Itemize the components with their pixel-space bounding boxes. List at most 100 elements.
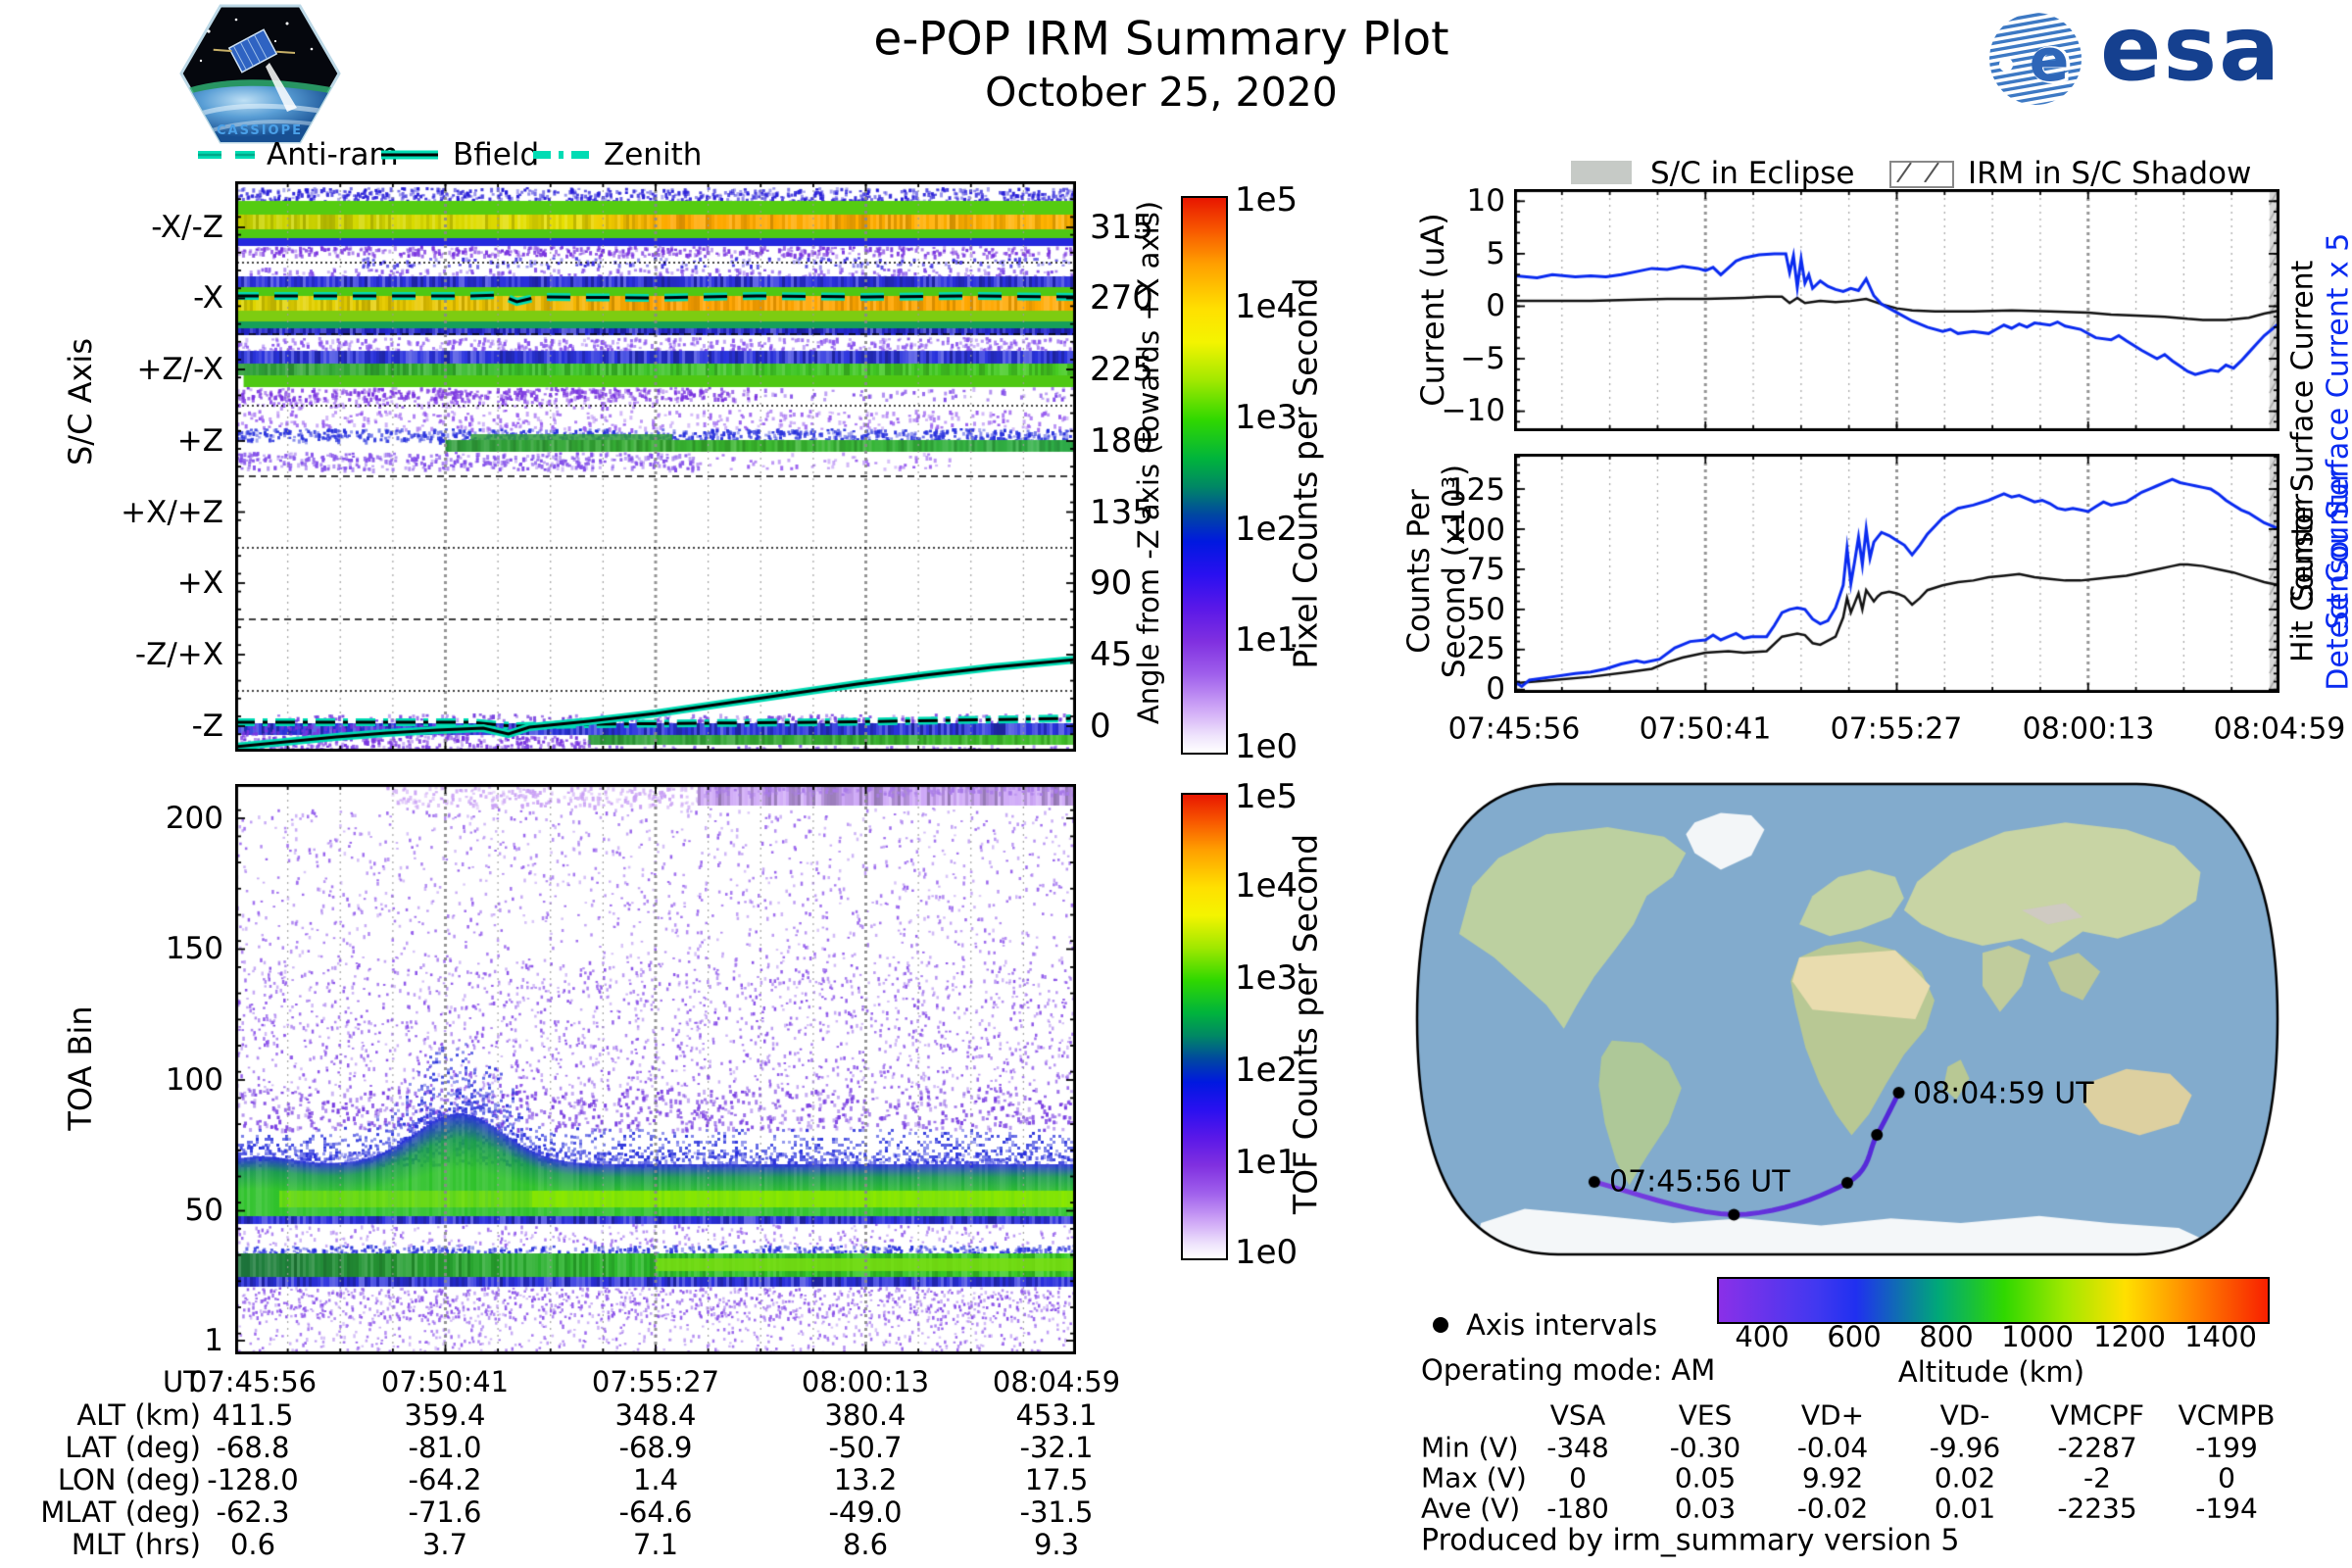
page-date: October 25, 2020 [985, 69, 1338, 116]
spectro2-ytick: 1 [204, 1323, 223, 1358]
shadow-legend-label: IRM in S/C Shadow [1968, 156, 2252, 191]
spectro1-ylabel: S/C Axis [62, 338, 99, 466]
voltage-value: 0.01 [1934, 1492, 1996, 1525]
track-end-label: 08:04:59 UT [1913, 1076, 2094, 1111]
plot2-xtick: 08:04:59 [2213, 711, 2346, 747]
voltage-row-label: Ave (V) [1421, 1492, 1521, 1525]
ephemeris-value: 07:55:27 [591, 1365, 720, 1398]
colorbar2-tick: 1e2 [1235, 1051, 1298, 1090]
voltage-value: -180 [1546, 1492, 1609, 1525]
ephemeris-row-label: LON (deg) [57, 1463, 201, 1496]
ephemeris-value: -68.9 [618, 1431, 693, 1464]
ephemeris-row-label: ALT (km) [76, 1398, 201, 1432]
spectro2-ytick: 50 [184, 1193, 223, 1228]
spectro2-ylabel: TOA Bin [62, 1005, 99, 1131]
voltage-value: -0.30 [1669, 1431, 1741, 1464]
legend-anti-ram-label: Anti-ram [267, 137, 399, 172]
voltage-value: -9.96 [1929, 1431, 2001, 1464]
voltage-value: 0.03 [1674, 1492, 1737, 1525]
eclipse-legend-swatch [1571, 161, 1632, 184]
operating-mode-label: Operating mode: AM [1421, 1353, 1716, 1387]
spectro1-ytick: +Z/-X [136, 352, 223, 387]
legend-zenith-label: Zenith [604, 137, 703, 172]
plot2-xtick: 07:55:27 [1830, 711, 1963, 747]
ephemeris-value: -128.0 [207, 1463, 299, 1496]
altitude-tick: 800 [1919, 1320, 1974, 1353]
pointing-legend-lines [198, 151, 255, 159]
altitude-tick: 1400 [2184, 1320, 2257, 1353]
spectro1-right-tick: 180 [1090, 421, 1153, 461]
ephemeris-value: 3.7 [421, 1528, 468, 1561]
ephemeris-value: -64.6 [618, 1495, 693, 1529]
altitude-tick: 600 [1827, 1320, 1882, 1353]
spectro2-ytick: 200 [165, 801, 223, 836]
eclipse-legend-label: S/C in Eclipse [1650, 156, 1855, 191]
plot2-xtick: 08:00:13 [2022, 711, 2155, 747]
spectro1-right-tick: 315 [1090, 208, 1153, 247]
cassiope-mission-patch: CASSIOPE [179, 2, 341, 150]
colorbar1-tick: 1e2 [1235, 510, 1298, 549]
plot2-ytick: 25 [1466, 631, 1505, 667]
ephemeris-value: 8.6 [842, 1528, 889, 1561]
voltage-col-header: VMCPF [2050, 1398, 2144, 1432]
voltage-value: -2 [2083, 1461, 2111, 1494]
ephemeris-value: -62.3 [216, 1495, 290, 1529]
voltage-value: -0.04 [1796, 1431, 1869, 1464]
spectro1-right-tick: 45 [1090, 635, 1133, 674]
plot1-ytick: −5 [1460, 340, 1505, 376]
ephemeris-value: -50.7 [828, 1431, 903, 1464]
voltage-value: -2287 [2057, 1431, 2137, 1464]
ephemeris-row-label: MLT (hrs) [71, 1528, 201, 1561]
voltage-value: -348 [1546, 1431, 1609, 1464]
legend-zenith-line [533, 151, 590, 159]
ephemeris-value: -68.8 [216, 1431, 290, 1464]
plot2-ylabel-line1: Counts Per [1401, 489, 1437, 654]
voltage-row-label: Max (V) [1421, 1461, 1527, 1494]
spectro1-right-tick: 225 [1090, 350, 1153, 389]
ephemeris-value: 07:45:56 [188, 1365, 318, 1398]
ephemeris-value: 7.1 [632, 1528, 679, 1561]
colorbar2-tick: 1e4 [1235, 866, 1298, 906]
ephemeris-value: 359.4 [404, 1398, 486, 1432]
page-title: e-POP IRM Summary Plot [873, 12, 1449, 67]
colorbar1-tick: 1e4 [1235, 287, 1298, 326]
toa-spectrogram-canvas [235, 784, 1076, 1354]
spectro1-ytick: -Z [191, 709, 223, 744]
altitude-tick: 1200 [2093, 1320, 2166, 1353]
ephemeris-value: 9.3 [1033, 1528, 1080, 1561]
esa-globe-icon: e e [1989, 13, 2082, 105]
pixel-counts-colorbar [1181, 196, 1228, 755]
svg-text:e: e [2030, 26, 2070, 95]
svg-text:e: e [2030, 23, 2074, 98]
ground-track-map-canvas [1411, 782, 2283, 1256]
ephemeris-value: 08:00:13 [801, 1365, 930, 1398]
colorbar2-tick: 1e5 [1235, 777, 1298, 816]
legend-bfield-label: Bfield [453, 137, 540, 172]
ephemeris-row-label: MLAT (deg) [40, 1495, 201, 1529]
counts-plot-canvas [1514, 454, 2279, 693]
voltage-value: 0.02 [1934, 1461, 1996, 1494]
ephemeris-value: -81.0 [408, 1431, 482, 1464]
colorbar2-tick: 1e0 [1235, 1233, 1298, 1272]
plot2-right-label-blue: Detect Counter [2321, 466, 2352, 691]
axis-intervals-dot-icon [1433, 1317, 1448, 1333]
voltage-value: 0 [2218, 1461, 2235, 1494]
esa-wordmark: esa [2100, 0, 2282, 101]
ephemeris-value: -71.6 [408, 1495, 482, 1529]
spectro1-right-tick: 90 [1090, 564, 1133, 603]
plot1-ytick: 5 [1486, 235, 1505, 271]
ephemeris-value: 1.4 [632, 1463, 679, 1496]
ephemeris-value: 348.4 [614, 1398, 697, 1432]
plot1-ytick: 0 [1486, 288, 1505, 323]
altitude-colorbar-label: Altitude (km) [1897, 1355, 2085, 1389]
ephemeris-value: 13.2 [833, 1463, 898, 1496]
plot2-right-label-black: Hit Counter [2285, 493, 2321, 663]
plot2-xtick: 07:45:56 [1447, 711, 1581, 747]
ephemeris-value: 17.5 [1024, 1463, 1089, 1496]
plot1-ytick: 10 [1466, 183, 1505, 219]
tof-counts-colorbar [1181, 793, 1228, 1260]
ephemeris-value: 380.4 [824, 1398, 906, 1432]
voltage-value: 0.05 [1674, 1461, 1737, 1494]
colorbar1-tick: 1e5 [1235, 180, 1298, 220]
